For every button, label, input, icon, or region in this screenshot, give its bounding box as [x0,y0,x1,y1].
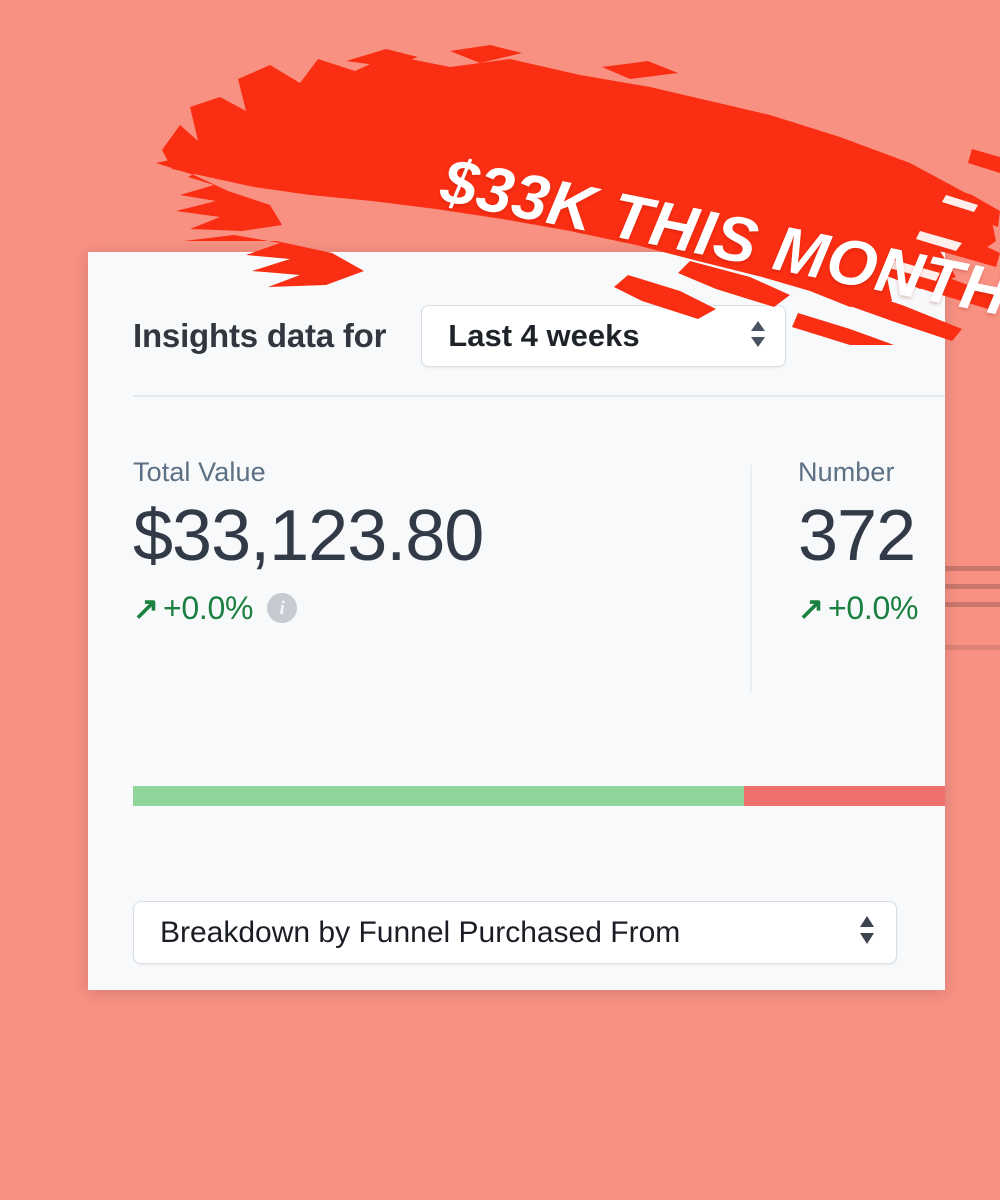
metric-total-value: Total Value $33,123.80 ↗ +0.0% i [133,457,484,627]
metric-delta: ↗ +0.0% i [133,590,483,627]
metric-delta-value: +0.0% [162,589,254,626]
metric-delta: ↗ +0.0% [798,590,918,627]
artifact-band [945,645,1000,650]
metric-label: Number [798,457,895,487]
date-range-select-value: Last 4 weeks [448,318,640,353]
metric-value: 372 [798,496,916,576]
metric-value: $33,123.80 [133,496,484,576]
metric-label: Total Value [133,457,266,487]
insights-card: Insights data for Last 4 weeks Total Val… [88,252,945,990]
ratio-bar [133,786,945,806]
metric-delta-value: +0.0% [827,589,919,626]
card-header: Insights data for Last 4 weeks [133,300,945,372]
date-range-select[interactable]: Last 4 weeks [421,305,787,367]
chevron-up-down-icon [749,319,767,354]
artifact-band [945,584,1000,589]
ratio-bar-green-segment [133,786,744,806]
page-title: Insights data for [133,317,387,354]
header-divider [133,395,945,397]
breakdown-select-value: Breakdown by Funnel Purchased From [160,915,681,949]
metrics-row: Total Value $33,123.80 ↗ +0.0% i Number … [133,457,945,697]
info-icon[interactable]: i [267,593,298,624]
artifact-band [945,566,1000,571]
breakdown-select[interactable]: Breakdown by Funnel Purchased From [133,901,897,964]
artifact-band [945,602,1000,607]
chevron-up-down-icon [858,914,876,951]
trend-up-arrow-icon: ↗ [798,590,824,626]
ratio-bar-red-segment [743,786,945,806]
trend-up-arrow-icon: ↗ [133,590,159,626]
metric-number: Number 372 ↗ +0.0% [798,457,918,627]
metric-divider [750,465,752,693]
